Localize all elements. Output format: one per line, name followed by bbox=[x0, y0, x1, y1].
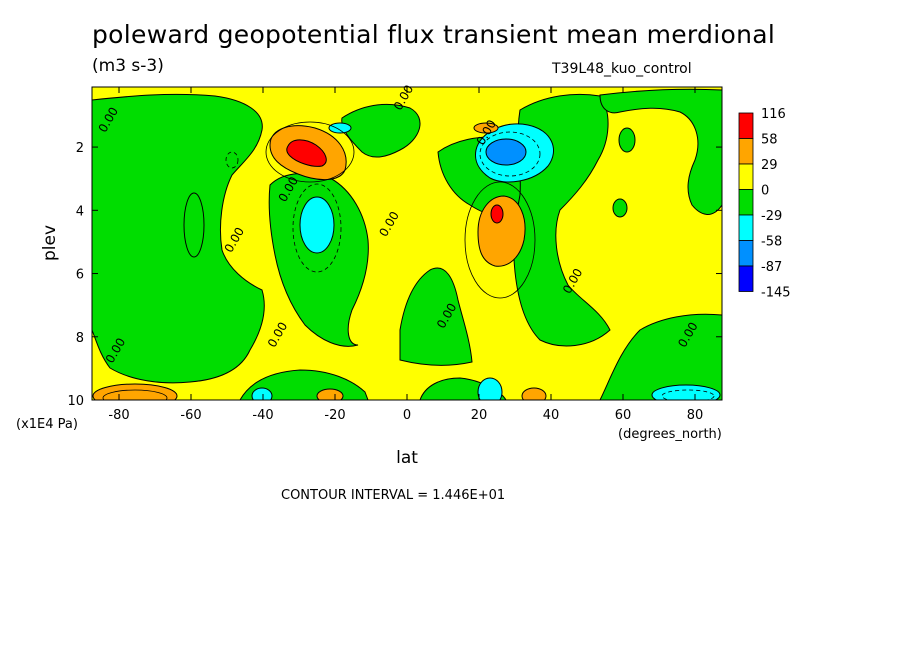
cell-nh-surface-max bbox=[521, 387, 547, 400]
colorbar-label: 58 bbox=[761, 133, 778, 148]
cell-nh-subtrop-core bbox=[490, 204, 504, 224]
cell-nh-surface-b bbox=[651, 384, 721, 400]
dashed-contour-sh-high bbox=[225, 151, 239, 169]
x-tick-label: -60 bbox=[180, 408, 201, 423]
positive-regions-strong bbox=[286, 139, 504, 224]
dashed-contours bbox=[225, 131, 715, 400]
cell-nh-top bbox=[473, 122, 499, 134]
x-tick-label: -40 bbox=[252, 408, 273, 423]
x-tick-label: 40 bbox=[543, 408, 560, 423]
x-tick-label: -20 bbox=[324, 408, 345, 423]
colorbar-swatch bbox=[738, 240, 754, 267]
cell-sh-jet-core bbox=[286, 139, 327, 167]
negative-regions-strong bbox=[485, 138, 527, 166]
dashed-contour-sh-subtrop bbox=[292, 183, 342, 273]
cell-nh-polar bbox=[618, 127, 636, 153]
colorbar-swatch bbox=[738, 189, 754, 216]
cell-sh-high bbox=[183, 192, 205, 258]
cell-sh-surface bbox=[251, 387, 273, 400]
y-tick-label: 4 bbox=[76, 204, 84, 219]
colorbar-swatch bbox=[738, 138, 754, 165]
run-label: T39L48_kuo_control bbox=[552, 61, 692, 77]
cell-sh-top bbox=[328, 122, 352, 134]
plot-area bbox=[92, 87, 722, 400]
x-axis-units: (degrees_north) bbox=[618, 427, 722, 442]
region-nh-surface bbox=[599, 313, 722, 400]
cell-nh-mid bbox=[612, 198, 628, 218]
cell-sh-subtrop bbox=[299, 196, 335, 254]
colorbar: 116 58 29 0 -29 -58 -87 -145 bbox=[738, 107, 791, 301]
y-axis-label: plev bbox=[40, 225, 60, 261]
region-nh-tropics bbox=[399, 267, 473, 366]
colorbar-swatch bbox=[738, 163, 754, 190]
contour-nh-subtrop-outer bbox=[464, 181, 536, 299]
cell-nh-surface-a bbox=[477, 377, 503, 400]
y-tick-label: 6 bbox=[76, 268, 84, 283]
solid-contours bbox=[102, 121, 536, 400]
colorbar-label: 29 bbox=[761, 158, 778, 173]
colorbar-label: -87 bbox=[761, 260, 782, 275]
negative-regions-medium bbox=[251, 122, 721, 400]
contour-interval-label: CONTOUR INTERVAL = 1.446E+01 bbox=[281, 488, 506, 503]
cell-sh-surface-mid bbox=[316, 388, 344, 400]
x-axis: -80 -60 -40 -20 0 20 40 60 80 bbox=[108, 87, 703, 423]
colorbar-swatch bbox=[738, 214, 754, 241]
x-tick-label: 0 bbox=[403, 408, 411, 423]
colorbar-swatch bbox=[738, 112, 754, 139]
y-tick-label: 2 bbox=[76, 141, 84, 156]
colorbar-label: 0 bbox=[761, 184, 769, 199]
cell-nh-subtrop bbox=[477, 195, 526, 267]
x-tick-label: -80 bbox=[108, 408, 129, 423]
colorbar-label: 116 bbox=[761, 107, 786, 122]
cell-sh-surface-max bbox=[92, 383, 178, 400]
isolated-green-cells bbox=[183, 127, 636, 258]
region-nh-high bbox=[599, 88, 722, 215]
y-axis: 2 4 6 8 10 bbox=[67, 141, 722, 409]
y-tick-label: 10 bbox=[67, 394, 84, 409]
chart-title: poleward geopotential flux transient mea… bbox=[92, 20, 776, 49]
x-tick-label: 60 bbox=[615, 408, 632, 423]
contour-sh-surface-max bbox=[102, 389, 168, 400]
contour-sh-jet-outer bbox=[265, 121, 355, 183]
colorbar-label: -29 bbox=[761, 209, 782, 224]
cell-nh-jet-core bbox=[485, 138, 527, 166]
dashed-contour-nh-surface bbox=[661, 389, 715, 400]
x-tick-label: 20 bbox=[471, 408, 488, 423]
colorbar-label: -145 bbox=[761, 286, 791, 301]
region-sh-polar bbox=[92, 93, 265, 384]
colorbar-label: -58 bbox=[761, 235, 782, 250]
x-axis-label: lat bbox=[396, 448, 418, 468]
chart-units: (m3 s-3) bbox=[92, 56, 164, 76]
dashed-contour-nh-jet bbox=[479, 131, 541, 177]
region-equator-top bbox=[341, 103, 421, 158]
y-axis-units: (x1E4 Pa) bbox=[16, 417, 78, 432]
y-tick-label: 8 bbox=[76, 331, 84, 346]
x-tick-label: 80 bbox=[687, 408, 704, 423]
colorbar-swatch bbox=[738, 265, 754, 292]
